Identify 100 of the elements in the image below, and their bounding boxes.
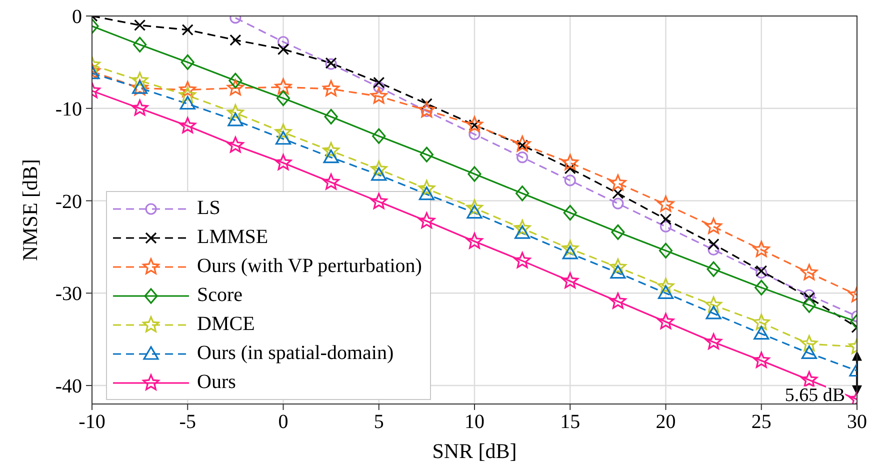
point [610, 174, 626, 190]
x-tick-label: 30 [847, 411, 867, 434]
point [230, 34, 242, 46]
point [131, 100, 148, 116]
point [324, 108, 338, 124]
point [418, 180, 436, 196]
point [277, 36, 290, 48]
y-tick-label: -30 [55, 283, 82, 306]
point [803, 292, 815, 304]
point [802, 297, 816, 313]
point [610, 258, 626, 275]
point [800, 264, 818, 280]
y-axis-title: NMSE [dB] [18, 158, 42, 262]
point [466, 204, 482, 219]
point [660, 220, 672, 232]
point [418, 212, 436, 228]
point [370, 160, 388, 177]
legend-label: LMMSE [197, 226, 268, 249]
point [274, 154, 292, 170]
point [322, 142, 340, 158]
y-tick-label: -10 [55, 98, 82, 120]
point [418, 101, 436, 118]
x-tick-label: 10 [464, 411, 484, 434]
point [276, 90, 290, 106]
point [611, 224, 625, 240]
point [800, 371, 818, 388]
point [179, 117, 196, 134]
point [179, 81, 196, 98]
legend-label: Score [197, 284, 243, 307]
point [657, 196, 674, 212]
point [274, 124, 292, 140]
point [564, 162, 576, 174]
point [752, 352, 770, 368]
x-tick-label: 15 [560, 411, 580, 434]
point [322, 80, 340, 96]
point [514, 220, 531, 236]
point [370, 192, 388, 209]
point [180, 54, 194, 70]
x-tick-label: -5 [179, 411, 196, 434]
legend-label: Ours (in spatial-domain) [197, 342, 394, 365]
point [563, 204, 577, 221]
point [420, 146, 434, 162]
x-tick-label: -10 [78, 411, 106, 434]
point [275, 131, 292, 145]
point [468, 166, 482, 182]
point [657, 312, 674, 330]
point [705, 333, 722, 350]
point [658, 285, 674, 299]
point [612, 188, 624, 200]
point [564, 174, 576, 186]
point [179, 86, 196, 103]
point [131, 72, 148, 88]
point [133, 36, 147, 52]
legend-label: DMCE [197, 313, 255, 336]
point [227, 104, 244, 120]
point [562, 154, 579, 170]
x-tick-label: 20 [656, 411, 676, 434]
point [562, 240, 579, 256]
point [516, 152, 528, 164]
x-tick-label: 5 [374, 411, 384, 434]
point [706, 306, 722, 320]
point [274, 78, 292, 94]
point [227, 79, 244, 96]
point [752, 240, 770, 257]
point [514, 136, 531, 152]
point [466, 116, 483, 132]
point [612, 198, 624, 210]
x-tick-label: 0 [278, 411, 288, 434]
point [708, 238, 720, 250]
point [370, 88, 388, 104]
annotation: 5.65 dB [784, 384, 845, 406]
point [182, 24, 194, 36]
point [514, 252, 531, 268]
point [754, 280, 768, 296]
point [373, 81, 385, 93]
point [801, 345, 817, 359]
x-axis-title: SNR [dB] [432, 439, 517, 463]
legend-label: LS [197, 197, 220, 220]
legend-label: Ours [197, 371, 236, 394]
y-tick-label: -40 [55, 376, 82, 398]
point [658, 242, 673, 258]
point [754, 326, 770, 340]
point [372, 128, 386, 144]
point [610, 292, 626, 309]
x-tick-label: 25 [751, 411, 772, 434]
point [277, 43, 290, 56]
point [657, 278, 674, 294]
point [705, 296, 722, 312]
point [562, 272, 579, 288]
point [708, 244, 720, 256]
point [322, 173, 340, 190]
point [373, 76, 385, 88]
point [134, 19, 146, 32]
point [800, 335, 818, 352]
point [468, 128, 480, 140]
y-tick-label: -20 [55, 190, 82, 213]
point [610, 265, 626, 279]
point [466, 232, 483, 249]
point [705, 218, 722, 234]
point [660, 213, 672, 226]
